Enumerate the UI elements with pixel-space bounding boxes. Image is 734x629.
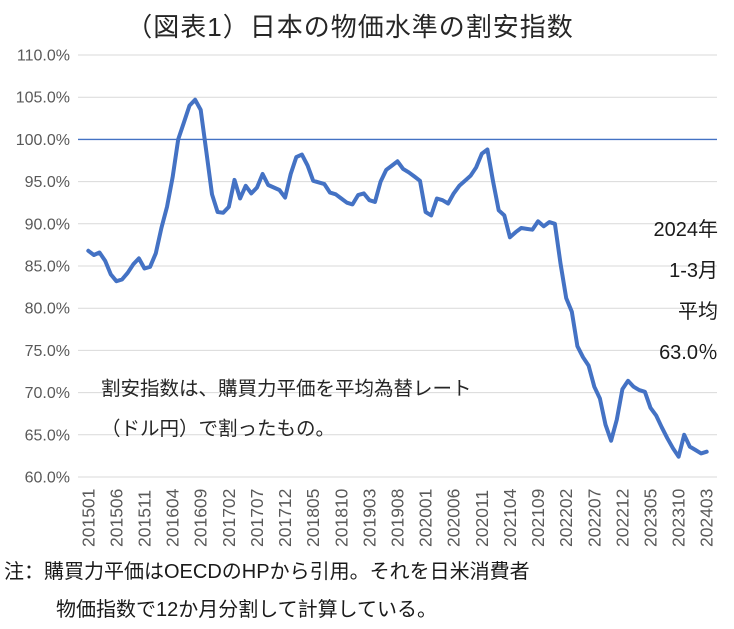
svg-text:60.0%: 60.0% — [25, 470, 70, 487]
svg-text:90.0%: 90.0% — [25, 216, 70, 233]
svg-text:201908: 201908 — [388, 489, 408, 547]
footnote: 注：購買力平価はOECDのHPから引用。それを日米消費者 物価指数で12か月分割… — [4, 553, 530, 629]
svg-text:202403: 202403 — [697, 489, 717, 547]
svg-text:202006: 202006 — [444, 489, 464, 547]
chart-title: （図表1）日本の物価水準の割安指数 — [126, 12, 574, 42]
annotation-2024-average: 2024年 1-3月 平均 63.0％ — [654, 210, 719, 374]
svg-text:201707: 201707 — [247, 489, 267, 547]
footnote-line-1: 注：購買力平価はOECDのHPから引用。それを日米消費者 — [4, 561, 530, 583]
footnote-line-2: 物価指数で12か月分割して計算している。 — [56, 599, 438, 621]
svg-text:202310: 202310 — [669, 488, 689, 547]
svg-text:201805: 201805 — [303, 489, 323, 547]
svg-text:110.0%: 110.0% — [17, 48, 70, 65]
svg-text:65.0%: 65.0% — [25, 427, 70, 444]
definition-line-2: （ドル円）で割ったもの。 — [101, 418, 336, 440]
svg-text:201810: 201810 — [331, 488, 351, 547]
svg-text:95.0%: 95.0% — [25, 174, 70, 191]
svg-text:75.0%: 75.0% — [25, 343, 70, 360]
svg-text:201511: 201511 — [135, 490, 155, 547]
svg-text:201506: 201506 — [106, 489, 126, 547]
definition-line-1: 割安指数は、購買力平価を平均為替レート — [101, 378, 472, 400]
svg-text:201712: 201712 — [275, 489, 295, 547]
svg-text:201702: 201702 — [219, 489, 239, 547]
svg-text:85.0%: 85.0% — [25, 259, 70, 276]
svg-text:202011: 202011 — [472, 490, 492, 547]
svg-text:201501: 201501 — [78, 489, 98, 547]
svg-text:202207: 202207 — [584, 489, 604, 547]
svg-text:201604: 201604 — [163, 488, 183, 547]
svg-text:202109: 202109 — [528, 489, 548, 547]
svg-text:202202: 202202 — [556, 489, 576, 547]
svg-text:202212: 202212 — [612, 489, 632, 547]
svg-text:105.0%: 105.0% — [16, 90, 70, 107]
svg-text:201609: 201609 — [191, 489, 211, 547]
annotation-line-average: 平均 — [678, 301, 718, 323]
svg-text:202001: 202001 — [416, 489, 436, 547]
svg-text:202104: 202104 — [500, 488, 520, 547]
svg-text:70.0%: 70.0% — [25, 385, 70, 402]
svg-text:80.0%: 80.0% — [25, 301, 70, 318]
svg-text:201903: 201903 — [359, 489, 379, 547]
annotation-line-year: 2024年 — [653, 219, 719, 241]
annotation-definition: 割安指数は、購買力平価を平均為替レート （ドル円）で割ったもの。 — [101, 369, 472, 449]
annotation-line-months: 1-3月 — [669, 260, 718, 282]
annotation-line-value: 63.0％ — [659, 342, 718, 364]
svg-text:100.0%: 100.0% — [16, 132, 70, 149]
svg-text:202305: 202305 — [641, 489, 661, 547]
